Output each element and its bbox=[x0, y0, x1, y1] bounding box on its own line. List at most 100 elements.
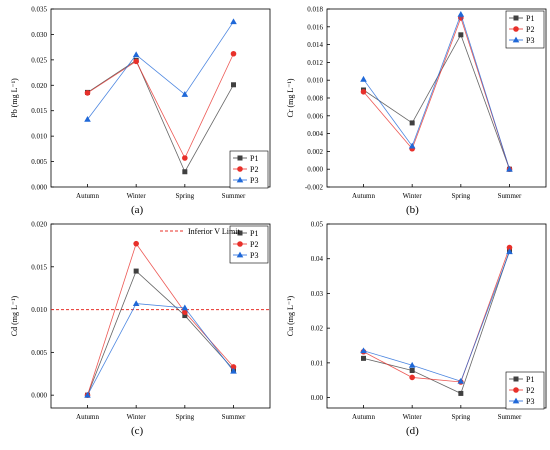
y-tick-label: 0.000 bbox=[31, 392, 47, 400]
legend-marker bbox=[513, 26, 519, 32]
legend-marker bbox=[512, 36, 520, 43]
legend-label: P2 bbox=[526, 25, 534, 34]
legend-marker bbox=[513, 15, 519, 21]
legend-marker bbox=[512, 397, 520, 404]
y-tick-label: 0.016 bbox=[307, 23, 323, 31]
data-point-p2 bbox=[360, 88, 367, 95]
data-point-p2 bbox=[84, 90, 91, 96]
series-line-p1 bbox=[87, 270, 234, 396]
y-tick-label: 0.006 bbox=[307, 112, 323, 120]
y-axis-label: Cu (mg L⁻¹) bbox=[286, 295, 295, 336]
y-tick-label: 0.025 bbox=[31, 56, 47, 64]
y-tick-label: 0.04 bbox=[311, 255, 324, 263]
data-point-p2 bbox=[409, 374, 415, 381]
chart-panel-d: 0.00 0.01 0.02 0.03 0.04 0.05 Autumn Winter Spri… bbox=[286, 221, 547, 421]
legend-marker bbox=[237, 230, 243, 236]
legend-marker bbox=[237, 241, 243, 247]
series-line-p1 bbox=[363, 250, 510, 394]
data-point-p3 bbox=[457, 377, 465, 384]
legend-label: P2 bbox=[250, 240, 258, 249]
reference-legend-label: Inferior V Limit bbox=[188, 227, 240, 236]
panel-label-c: (c) bbox=[131, 425, 144, 437]
y-tick-label: 0.030 bbox=[31, 31, 47, 39]
data-point-p3 bbox=[506, 248, 513, 255]
y-tick-label: 0.035 bbox=[31, 6, 47, 14]
data-point-p1 bbox=[458, 390, 464, 396]
y-tick-label: -0.002 bbox=[305, 184, 324, 192]
data-point-p3 bbox=[360, 75, 367, 82]
series-line-p1 bbox=[363, 33, 510, 170]
legend-box bbox=[505, 10, 545, 49]
x-tick-label: Winter bbox=[403, 413, 423, 421]
x-tick-label: Spring bbox=[451, 413, 470, 421]
y-tick-label: 0.018 bbox=[307, 6, 323, 14]
chart-panel-c: 0.000 0.005 0.010 0.015 0.020 Autumn Winter Spr… bbox=[10, 221, 271, 421]
x-tick-label: Autumn bbox=[76, 413, 99, 421]
x-tick-label: Spring bbox=[451, 192, 470, 200]
y-tick-label: 0.014 bbox=[307, 41, 323, 49]
series-line-p3 bbox=[363, 13, 510, 170]
y-tick-label: 0.020 bbox=[31, 221, 47, 229]
data-point-p2 bbox=[133, 240, 139, 247]
series-line-p3 bbox=[87, 303, 234, 396]
series-line-p2 bbox=[87, 242, 234, 396]
legend-marker bbox=[236, 251, 244, 258]
legend-label: P1 bbox=[526, 375, 534, 384]
data-point-p1 bbox=[409, 368, 415, 374]
data-point-p3 bbox=[84, 115, 91, 122]
data-point-p1 bbox=[458, 32, 464, 38]
x-tick-label: Summer bbox=[222, 413, 246, 421]
legend-label: P1 bbox=[526, 14, 534, 23]
legend-label: P2 bbox=[250, 165, 258, 174]
data-point-p1 bbox=[182, 169, 188, 175]
legend-marker bbox=[513, 376, 519, 382]
data-point-p1 bbox=[231, 82, 236, 88]
panel-label-a: (a) bbox=[131, 204, 144, 216]
y-tick-label: 0.02 bbox=[311, 325, 324, 333]
y-tick-label: 0.010 bbox=[31, 133, 47, 141]
y-tick-label: 0.010 bbox=[31, 306, 47, 314]
data-point-p3 bbox=[230, 18, 237, 25]
data-point-p3 bbox=[132, 300, 140, 306]
data-point-p2 bbox=[182, 155, 188, 161]
legend-box bbox=[505, 371, 545, 410]
data-point-p3 bbox=[408, 142, 416, 149]
y-tick-label: 0.03 bbox=[311, 290, 324, 298]
legend-box bbox=[229, 225, 269, 264]
plot-frame bbox=[50, 8, 271, 188]
legend-label: P3 bbox=[526, 36, 534, 45]
data-point-p2 bbox=[182, 309, 188, 315]
data-point-p2 bbox=[506, 244, 513, 251]
y-tick-label: 0.000 bbox=[307, 166, 323, 174]
plot-frame bbox=[326, 223, 547, 409]
data-point-p3 bbox=[181, 304, 189, 311]
data-point-p1 bbox=[133, 268, 139, 274]
x-tick-label: Summer bbox=[498, 192, 522, 200]
data-point-p3 bbox=[408, 361, 416, 368]
legend-label: P3 bbox=[250, 176, 258, 185]
y-tick-label: 0.012 bbox=[307, 59, 323, 67]
y-tick-label: 0.005 bbox=[31, 158, 47, 166]
legend-marker bbox=[237, 166, 243, 172]
data-point-p3 bbox=[457, 10, 465, 17]
series-line-p3 bbox=[87, 21, 234, 120]
data-point-p3 bbox=[181, 91, 189, 97]
x-tick-label: Autumn bbox=[352, 413, 375, 421]
y-tick-label: 0.010 bbox=[307, 77, 323, 85]
data-point-p1 bbox=[182, 313, 188, 319]
legend-label: P1 bbox=[250, 154, 258, 163]
legend-marker bbox=[513, 387, 519, 393]
x-tick-label: Spring bbox=[175, 413, 194, 421]
series-line-p2 bbox=[363, 16, 510, 170]
y-tick-label: 0.020 bbox=[31, 82, 47, 90]
legend-label: P3 bbox=[526, 397, 534, 406]
y-tick-label: 0.002 bbox=[307, 148, 323, 156]
chart-panel-b: -0.002 0.000 0.002 0.004 0.006 0.008 0.010 0.01… bbox=[286, 6, 547, 200]
data-point-p3 bbox=[84, 391, 91, 398]
series-line-p1 bbox=[87, 59, 234, 173]
x-tick-label: Winter bbox=[403, 192, 423, 200]
legend-label: P2 bbox=[526, 386, 534, 395]
data-point-p1 bbox=[409, 120, 415, 126]
y-tick-label: 0.01 bbox=[311, 359, 324, 367]
